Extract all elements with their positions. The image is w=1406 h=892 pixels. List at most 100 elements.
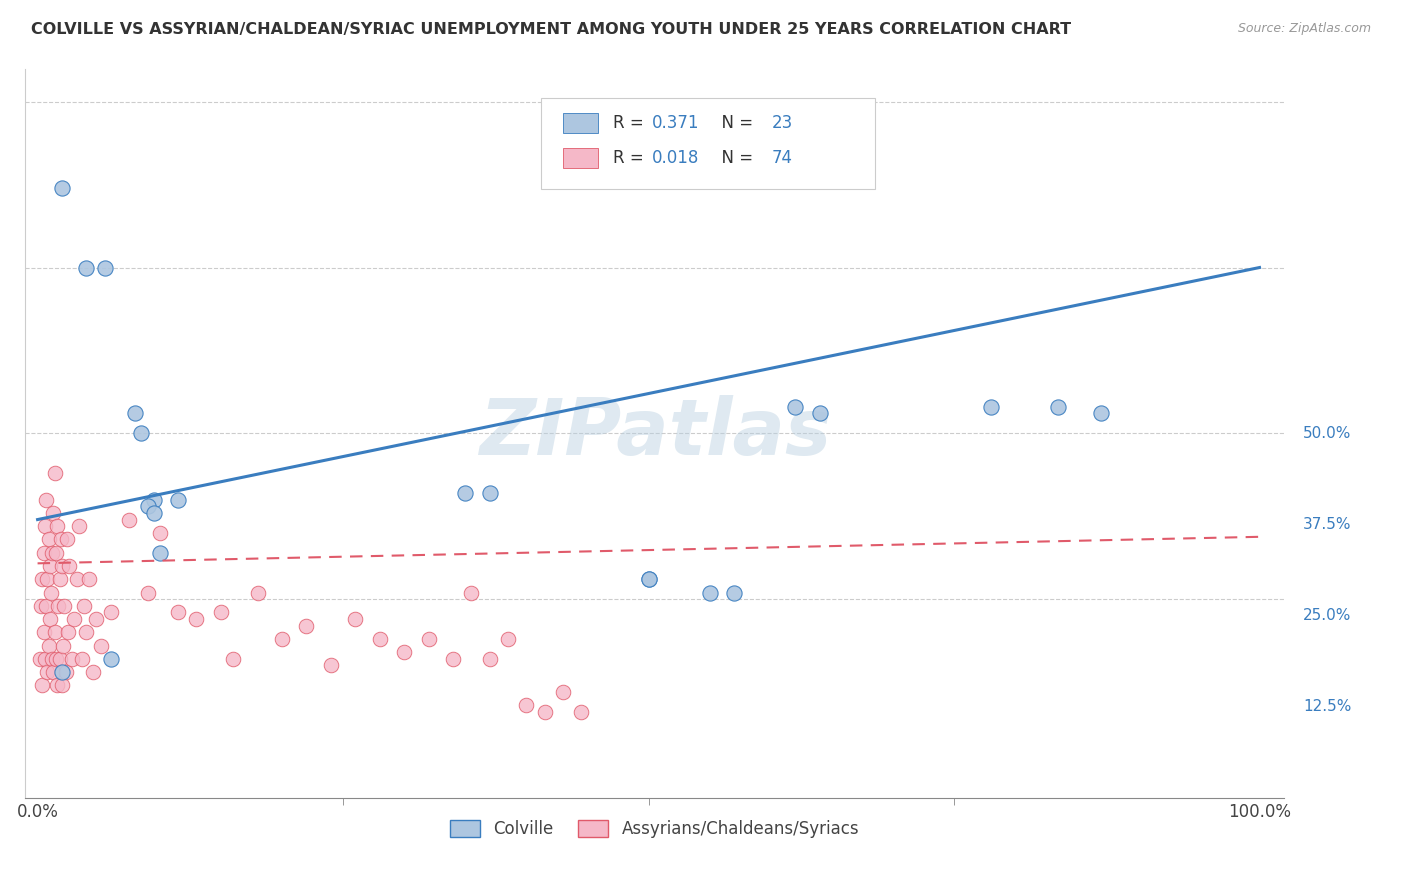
Point: [569, 705, 592, 719]
Point: [77, 572, 100, 586]
Point: [136, 500, 159, 514]
Point: [44, 625, 66, 640]
Bar: [562, 113, 598, 134]
Point: [209, 606, 232, 620]
Point: [42, 665, 65, 679]
Point: [100, 652, 122, 666]
Point: [295, 618, 318, 632]
Text: 50.0%: 50.0%: [1303, 425, 1351, 441]
Point: [319, 658, 342, 673]
Point: [44, 466, 66, 480]
Point: [67, 519, 90, 533]
Point: [51, 665, 73, 679]
Point: [35, 492, 58, 507]
Point: [51, 678, 73, 692]
Point: [478, 486, 501, 500]
Point: [699, 585, 721, 599]
Point: [46, 678, 69, 692]
Point: [75, 260, 97, 275]
Point: [460, 585, 482, 599]
Text: 25.0%: 25.0%: [1303, 608, 1351, 624]
Point: [48, 599, 70, 613]
Point: [51, 559, 73, 574]
Text: ZIPatlas: ZIPatlas: [478, 395, 831, 471]
Point: [637, 572, 659, 586]
Legend: Colville, Assyrians/Chaldeans/Syriacs: Colville, Assyrians/Chaldeans/Syriacs: [443, 813, 866, 845]
Point: [136, 585, 159, 599]
Point: [41, 652, 63, 666]
Point: [31, 678, 53, 692]
Point: [1046, 400, 1069, 414]
Point: [551, 685, 574, 699]
Point: [100, 606, 122, 620]
Point: [149, 525, 172, 540]
Point: [368, 632, 391, 646]
Text: 0.018: 0.018: [652, 149, 700, 168]
Point: [28, 652, 51, 666]
Point: [30, 599, 52, 613]
Point: [66, 572, 89, 586]
Point: [1090, 406, 1112, 420]
Point: [38, 559, 60, 574]
Point: [142, 506, 165, 520]
Text: 37.5%: 37.5%: [1303, 517, 1351, 532]
Point: [37, 572, 59, 586]
Text: R =: R =: [613, 114, 650, 132]
Point: [37, 665, 59, 679]
Point: [82, 665, 104, 679]
Point: [45, 546, 67, 560]
Point: [56, 533, 79, 547]
Point: [84, 612, 107, 626]
Point: [246, 585, 269, 599]
Point: [496, 632, 519, 646]
Point: [344, 612, 367, 626]
Point: [980, 400, 1002, 414]
Point: [58, 559, 80, 574]
Point: [785, 400, 807, 414]
Point: [186, 612, 208, 626]
Point: [723, 585, 745, 599]
Point: [131, 426, 153, 441]
Point: [32, 625, 55, 640]
Point: [34, 652, 56, 666]
Point: [149, 546, 172, 560]
Point: [533, 705, 555, 719]
Point: [52, 639, 75, 653]
Point: [31, 572, 53, 586]
Point: [118, 512, 141, 526]
Point: [32, 546, 55, 560]
Point: [222, 652, 245, 666]
Bar: [562, 148, 598, 169]
Point: [53, 599, 76, 613]
Text: N =: N =: [711, 114, 759, 132]
Point: [73, 599, 96, 613]
Point: [34, 519, 56, 533]
Point: [42, 506, 65, 520]
Point: [808, 406, 831, 420]
Text: 12.5%: 12.5%: [1303, 699, 1351, 714]
Point: [46, 519, 69, 533]
Point: [49, 533, 72, 547]
Text: Source: ZipAtlas.com: Source: ZipAtlas.com: [1237, 22, 1371, 36]
Point: [167, 606, 190, 620]
Point: [56, 625, 79, 640]
Point: [142, 492, 165, 507]
FancyBboxPatch shape: [541, 98, 875, 189]
Text: COLVILLE VS ASSYRIAN/CHALDEAN/SYRIAC UNEMPLOYMENT AMONG YOUTH UNDER 25 YEARS COR: COLVILLE VS ASSYRIAN/CHALDEAN/SYRIAC UNE…: [31, 22, 1071, 37]
Text: 0.371: 0.371: [652, 114, 700, 132]
Point: [637, 572, 659, 586]
Point: [478, 652, 501, 666]
Point: [441, 652, 464, 666]
Point: [41, 546, 63, 560]
Point: [39, 585, 62, 599]
Text: R =: R =: [613, 149, 650, 168]
Point: [48, 652, 70, 666]
Point: [60, 652, 83, 666]
Point: [94, 260, 117, 275]
Point: [392, 645, 415, 659]
Text: 74: 74: [772, 149, 793, 168]
Point: [51, 181, 73, 195]
Point: [38, 612, 60, 626]
Point: [167, 492, 190, 507]
Point: [418, 632, 440, 646]
